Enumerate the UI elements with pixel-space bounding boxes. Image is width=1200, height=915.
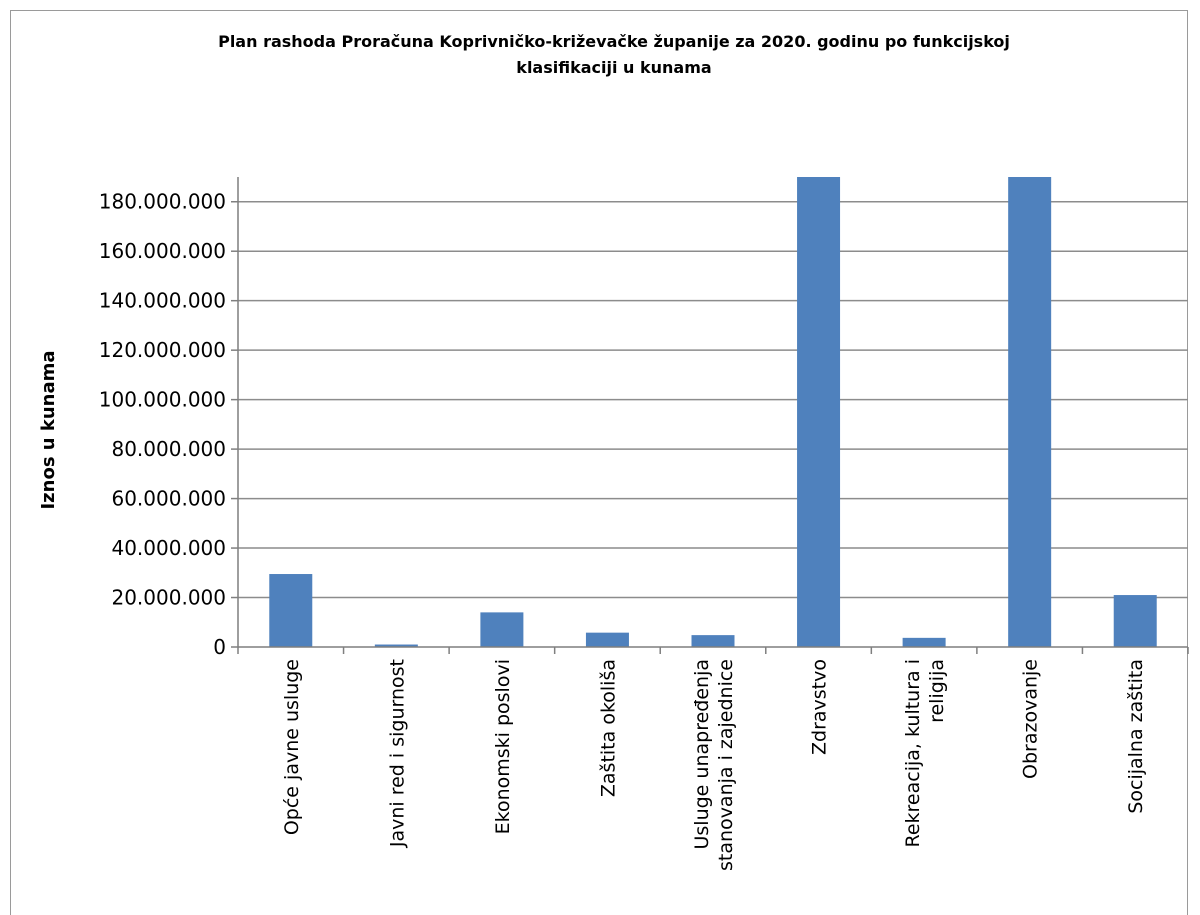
x-tick-label: Opće javne usluge [281,659,303,835]
x-tick-label: Javni red i sigurnost [386,659,408,848]
bar [797,177,841,647]
bar [1113,595,1157,647]
x-tick-label: Usluge unapređenja [691,659,713,850]
y-tick-label: 140.000.000 [99,289,226,313]
y-tick-label: 180.000.000 [99,190,226,214]
y-tick-label: 0 [213,635,226,659]
axes [231,177,1189,654]
bar [691,635,735,647]
bar [480,612,524,647]
y-axis-label: Iznos u kunama [38,350,59,509]
x-tick-label: Zaštita okoliša [597,659,619,797]
x-tick-label: stanovanja i zajednice [715,659,737,871]
x-tick-label: Ekonomski poslovi [492,659,514,834]
x-tick-label: religija [926,659,948,723]
bar [1008,177,1052,647]
chart-title-line: klasifikaciji u kunama [516,58,711,77]
x-tick-label: Socijalna zaštita [1125,659,1147,814]
chart-title-line: Plan rashoda Proračuna Koprivničko-križe… [218,32,1010,51]
bar [269,574,313,647]
y-tick-labels: 0 20.000.000 40.000.000 60.000.000 80.000.00… [99,190,226,659]
x-tick-label: Rekreacija, kultura i [902,659,924,848]
chart-frame [10,10,1188,915]
y-tick-label: 120.000.000 [99,338,226,362]
y-tick-label: 100.000.000 [99,388,226,412]
y-tick-label: 20.000.000 [111,586,226,610]
bar [902,637,946,647]
chart-title: Plan rashoda Proračuna Koprivničko-križe… [218,32,1010,77]
x-tick-label: Obrazovanje [1020,659,1042,779]
y-tick-label: 80.000.000 [111,437,226,461]
x-tick-labels: Opće javne usluge Javni red i sigurnost Ek… [281,659,1147,871]
y-tick-label: 160.000.000 [99,239,226,263]
bar [374,644,418,647]
y-tick-label: 60.000.000 [111,487,226,511]
y-tick-label: 40.000.000 [111,536,226,560]
bars [269,177,1157,647]
x-tick-label: Zdravstvo [809,659,831,755]
bar [585,632,629,647]
